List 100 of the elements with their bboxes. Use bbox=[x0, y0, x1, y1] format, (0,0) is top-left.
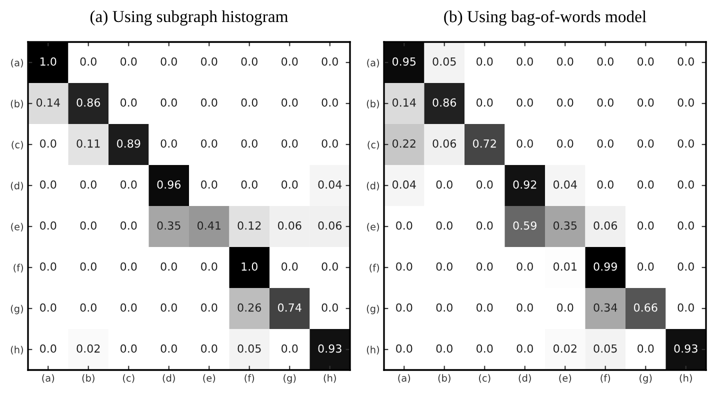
data-label: 0.0 bbox=[322, 303, 338, 312]
data-label: 0.0 bbox=[678, 180, 694, 189]
data-label: 0.92 bbox=[513, 180, 536, 189]
data-label: 0.0 bbox=[476, 344, 493, 353]
x-tick-label: (f) bbox=[600, 374, 610, 383]
data-label: 0.0 bbox=[597, 139, 614, 148]
data-label: 0.0 bbox=[678, 57, 694, 66]
x-tick-label: (d) bbox=[518, 374, 531, 383]
data-label: 0.0 bbox=[201, 303, 218, 312]
chart-title: (a) Using subgraph histogram bbox=[90, 10, 288, 26]
data-label: 0.0 bbox=[557, 139, 574, 148]
y-tick-label: (h) bbox=[366, 346, 379, 354]
data-label: 0.41 bbox=[197, 221, 220, 230]
data-label: 0.0 bbox=[160, 262, 177, 271]
x-tick-label: (h) bbox=[324, 374, 336, 383]
data-label: 0.0 bbox=[201, 180, 218, 189]
data-label: 0.0 bbox=[638, 139, 654, 148]
data-label: 0.0 bbox=[436, 303, 452, 312]
data-label: 0.59 bbox=[513, 221, 536, 230]
data-label: 0.0 bbox=[40, 262, 56, 271]
data-label: 0.0 bbox=[638, 221, 654, 230]
data-label: 0.0 bbox=[638, 262, 654, 271]
data-label: 0.0 bbox=[396, 344, 412, 353]
data-label: 0.0 bbox=[678, 221, 694, 230]
data-label: 0.34 bbox=[594, 303, 618, 312]
x-tick-label: (b) bbox=[438, 374, 450, 383]
data-label: 0.06 bbox=[594, 221, 618, 230]
data-label: 0.99 bbox=[594, 262, 617, 271]
y-tick-label: (d) bbox=[10, 182, 23, 190]
data-label: 0.0 bbox=[476, 57, 493, 66]
data-label: 0.0 bbox=[120, 180, 137, 189]
data-label: 0.95 bbox=[392, 57, 416, 66]
data-label: 1.0 bbox=[40, 57, 56, 66]
data-label: 0.0 bbox=[201, 57, 218, 66]
data-label: 0.0 bbox=[201, 262, 218, 271]
data-label: 0.0 bbox=[678, 98, 694, 107]
data-label: 0.0 bbox=[120, 57, 137, 66]
y-tick-label: (e) bbox=[11, 222, 23, 232]
data-label: 0.0 bbox=[282, 180, 298, 189]
data-label: 0.0 bbox=[80, 180, 96, 189]
y-tick-label: (b) bbox=[10, 100, 23, 108]
data-label: 0.0 bbox=[436, 221, 452, 230]
data-label: 0.12 bbox=[238, 221, 261, 230]
data-label: 0.02 bbox=[76, 344, 100, 353]
y-tick-label: (a) bbox=[367, 58, 379, 68]
data-label: 0.0 bbox=[516, 57, 533, 66]
x-tick-label: (g) bbox=[284, 374, 296, 384]
data-label: 0.0 bbox=[160, 139, 177, 148]
data-label: 0.0 bbox=[476, 303, 493, 312]
data-label: 0.86 bbox=[432, 98, 456, 107]
data-label: 0.35 bbox=[553, 221, 577, 230]
data-label: 0.0 bbox=[241, 180, 258, 189]
x-tick-label: (e) bbox=[203, 374, 216, 383]
y-tick-label: (d) bbox=[366, 182, 379, 190]
data-label: 0.0 bbox=[241, 57, 258, 66]
data-label: 0.0 bbox=[476, 262, 493, 271]
data-label: 0.0 bbox=[120, 98, 137, 107]
data-label: 0.0 bbox=[160, 57, 177, 66]
data-label: 0.86 bbox=[76, 98, 100, 107]
data-label: 0.0 bbox=[120, 344, 137, 353]
data-label: 0.35 bbox=[157, 221, 180, 230]
x-tick-label: (e) bbox=[559, 374, 572, 383]
data-label: 0.74 bbox=[278, 303, 302, 312]
data-label: 0.0 bbox=[322, 262, 338, 271]
data-label: 0.0 bbox=[557, 57, 574, 66]
data-label: 1.0 bbox=[242, 262, 258, 271]
data-label: 0.0 bbox=[557, 303, 574, 312]
data-label: 0.0 bbox=[201, 344, 218, 353]
data-label: 0.0 bbox=[40, 139, 56, 148]
x-tick-label: (c) bbox=[478, 374, 490, 383]
data-label: 0.0 bbox=[80, 221, 96, 230]
data-label: 0.0 bbox=[120, 221, 137, 230]
data-label: 0.0 bbox=[678, 262, 694, 271]
data-label: 0.0 bbox=[436, 262, 452, 271]
data-label: 0.0 bbox=[160, 98, 177, 107]
x-tick-label: (c) bbox=[122, 374, 134, 383]
data-label: 0.0 bbox=[638, 180, 654, 189]
data-label: 0.0 bbox=[80, 57, 96, 66]
data-label: 0.0 bbox=[597, 57, 614, 66]
data-label: 0.0 bbox=[436, 344, 452, 353]
chart-title: (b) Using bag-of-words model bbox=[444, 10, 646, 26]
data-label: 0.04 bbox=[392, 180, 416, 189]
data-label: 0.89 bbox=[116, 139, 140, 148]
y-tick-label: (g) bbox=[10, 304, 23, 314]
data-label: 0.0 bbox=[516, 98, 533, 107]
y-tick-label: (c) bbox=[368, 140, 379, 150]
data-label: 0.0 bbox=[160, 344, 177, 353]
data-label: 0.0 bbox=[638, 344, 654, 353]
data-label: 0.0 bbox=[516, 344, 533, 353]
data-label: 0.06 bbox=[432, 139, 456, 148]
data-label: 0.04 bbox=[318, 180, 342, 189]
data-label: 0.0 bbox=[40, 303, 56, 312]
data-label: 0.02 bbox=[553, 344, 576, 353]
data-label: 0.0 bbox=[241, 98, 258, 107]
data-label: 0.05 bbox=[594, 344, 617, 353]
data-label: 0.93 bbox=[674, 344, 698, 353]
data-label: 0.0 bbox=[436, 180, 452, 189]
data-label: 0.0 bbox=[597, 180, 614, 189]
data-label: 0.0 bbox=[476, 98, 493, 107]
data-label: 0.0 bbox=[516, 139, 533, 148]
